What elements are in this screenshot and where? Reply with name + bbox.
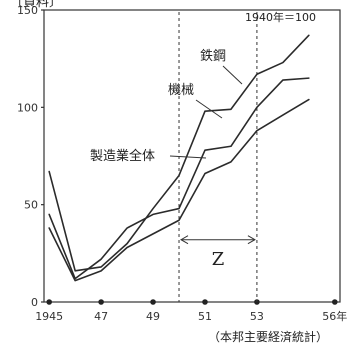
series-leader-0 xyxy=(222,65,243,85)
base-year-note: 1940年＝100 xyxy=(245,10,316,24)
x-tick-label: 56年 xyxy=(322,309,347,323)
y-tick-label: 100 xyxy=(17,101,38,114)
x-tick-dot xyxy=(46,299,52,305)
y-tick-label: 50 xyxy=(24,199,38,212)
series-leader-2 xyxy=(169,155,207,159)
y-tick-label: 150 xyxy=(17,4,38,17)
x-tick-label: 51 xyxy=(198,310,212,323)
series-label-0: 鉄鋼 xyxy=(200,49,226,64)
y-tick-label: 0 xyxy=(31,296,38,309)
series-label-1: 機械 xyxy=(168,83,194,98)
header-text: 〔資料〕 xyxy=(10,0,62,10)
x-tick-label: 53 xyxy=(250,310,264,323)
period-arrow-right-head xyxy=(247,235,256,245)
y-ticks: 0 50 100 150 xyxy=(17,4,44,309)
plot-frame xyxy=(43,9,341,303)
period-label: Z xyxy=(212,249,225,270)
series-lines xyxy=(48,34,310,282)
x-tick-dot xyxy=(202,299,208,305)
x-tick-label: 49 xyxy=(146,310,160,323)
x-tick-label: 47 xyxy=(94,310,108,323)
x-tick-dot xyxy=(332,299,338,305)
x-tick-label: 1945 xyxy=(35,310,63,323)
source-label: （本邦主要経済統計） xyxy=(208,329,328,344)
x-tick-dot xyxy=(98,299,104,305)
series-line-2 xyxy=(48,98,310,282)
axes xyxy=(43,9,341,303)
x-tick-dot xyxy=(150,299,156,305)
x-ticks: 1945 47 49 51 53 56年 xyxy=(35,299,347,323)
period-arrow-left-head xyxy=(180,235,189,245)
series-line-0 xyxy=(48,34,310,272)
series-leader-1 xyxy=(195,99,223,119)
series-line-1 xyxy=(48,77,310,280)
series-label-2: 製造業全体 xyxy=(90,148,155,164)
